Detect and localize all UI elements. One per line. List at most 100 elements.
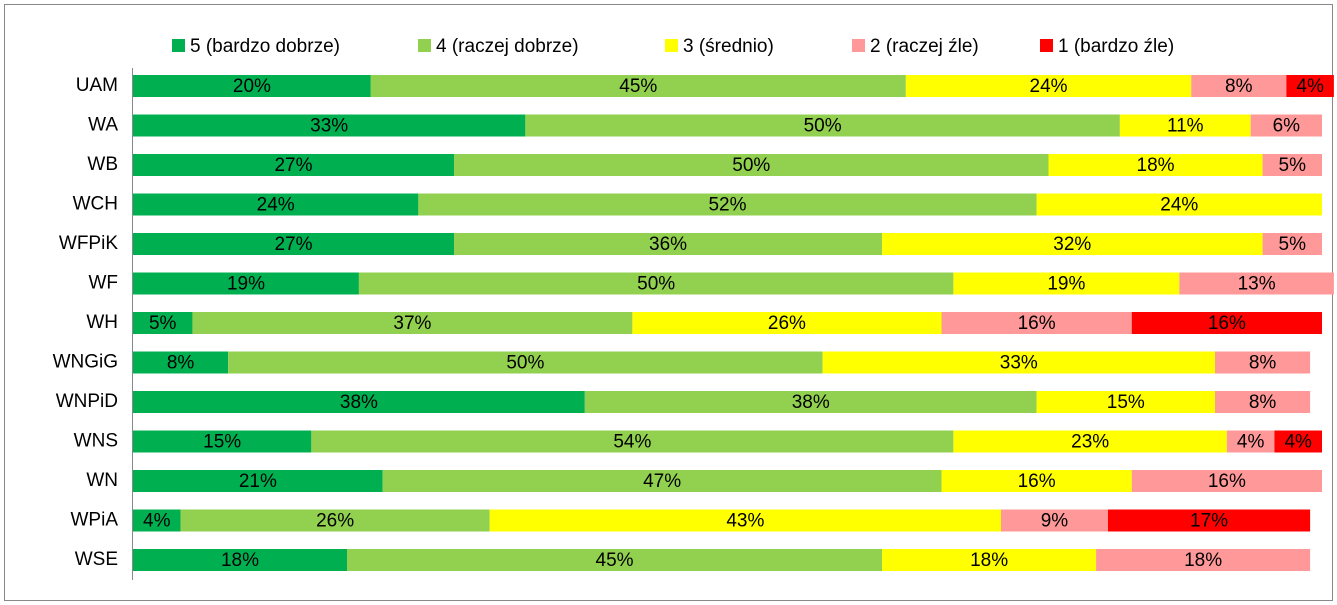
data-label: 11% bbox=[1167, 116, 1204, 137]
data-label: 38% bbox=[340, 392, 378, 413]
data-label: 27% bbox=[274, 234, 312, 255]
data-label: 32% bbox=[1053, 234, 1091, 255]
bar-segment bbox=[358, 272, 954, 295]
data-label: 16% bbox=[1208, 471, 1246, 492]
data-label: 23% bbox=[1071, 432, 1109, 453]
data-label: 26% bbox=[768, 313, 806, 334]
bar-segment bbox=[1262, 233, 1322, 255]
data-label: 8% bbox=[1225, 76, 1253, 97]
bar-segment bbox=[311, 430, 954, 453]
legend-label: 3 (średnio) bbox=[683, 36, 774, 57]
data-label: 5% bbox=[1279, 155, 1307, 176]
bar-segment bbox=[133, 509, 181, 532]
bar-segment bbox=[418, 193, 1037, 216]
bar-segment bbox=[133, 75, 371, 97]
bar-segment bbox=[382, 470, 942, 492]
bar-segment bbox=[1214, 391, 1311, 413]
bar-segment bbox=[133, 154, 455, 176]
y-tick-label: WA bbox=[88, 115, 118, 136]
data-label: 18% bbox=[1137, 155, 1175, 176]
legend-label: 1 (bardzo źle) bbox=[1058, 36, 1174, 57]
data-label: 24% bbox=[1030, 76, 1068, 97]
y-tick-label: WCH bbox=[73, 194, 118, 215]
legend-swatch bbox=[852, 39, 865, 52]
data-label: 8% bbox=[1249, 353, 1277, 374]
bar-segment bbox=[454, 233, 883, 255]
data-label: 4% bbox=[143, 511, 171, 532]
legend-swatch bbox=[665, 39, 678, 52]
bar-segment bbox=[882, 233, 1263, 255]
y-tick-label: WFPiK bbox=[59, 233, 118, 254]
data-label: 47% bbox=[643, 471, 681, 492]
data-label: 5% bbox=[149, 313, 177, 334]
y-tick-label: WNGiG bbox=[53, 352, 118, 373]
bar-segment bbox=[1262, 154, 1322, 176]
bar-segment bbox=[1000, 509, 1108, 532]
bar-segment bbox=[1131, 312, 1322, 334]
data-label: 38% bbox=[792, 392, 830, 413]
bar-segment bbox=[882, 549, 1097, 571]
y-tick-label: WSE bbox=[75, 549, 118, 570]
bar-segment bbox=[1119, 114, 1251, 137]
y-tick-label: UAM bbox=[76, 75, 118, 96]
bar-segment bbox=[1226, 430, 1275, 453]
data-label: 18% bbox=[1184, 550, 1222, 571]
data-label: 18% bbox=[221, 550, 259, 571]
data-label: 16% bbox=[1208, 313, 1246, 334]
y-tick-label: WN bbox=[86, 470, 118, 491]
bar-segment bbox=[1131, 470, 1322, 492]
data-label: 45% bbox=[619, 76, 657, 97]
bar-segment bbox=[953, 272, 1180, 295]
y-tick-label: WF bbox=[88, 273, 118, 294]
legend-swatch bbox=[172, 39, 185, 52]
data-label: 33% bbox=[1000, 353, 1038, 374]
data-label: 33% bbox=[310, 116, 348, 137]
bar-segment bbox=[133, 193, 419, 216]
data-label: 4% bbox=[1284, 432, 1312, 453]
bar-segment bbox=[133, 470, 383, 492]
bar-segment bbox=[1107, 509, 1311, 532]
bar-segment bbox=[941, 470, 1132, 492]
data-label: 15% bbox=[203, 432, 241, 453]
data-label: 37% bbox=[393, 313, 431, 334]
bar-segment bbox=[489, 509, 1001, 532]
data-label: 13% bbox=[1238, 274, 1276, 295]
legend-swatch bbox=[418, 39, 431, 52]
bar-segment bbox=[1096, 549, 1311, 571]
bar-segment bbox=[1036, 193, 1322, 216]
chart-border bbox=[4, 4, 1333, 601]
bar-segment bbox=[1274, 430, 1322, 453]
bar-segment bbox=[953, 430, 1227, 453]
data-label: 15% bbox=[1107, 392, 1145, 413]
bar-segment bbox=[525, 114, 1120, 137]
data-label: 52% bbox=[708, 195, 746, 216]
bar-segment bbox=[133, 351, 229, 374]
data-label: 20% bbox=[233, 76, 271, 97]
bar-segment bbox=[133, 272, 359, 295]
bar-segment bbox=[228, 351, 823, 374]
bar-segment bbox=[454, 154, 1049, 176]
data-label: 50% bbox=[637, 274, 675, 295]
data-label: 50% bbox=[804, 116, 842, 137]
data-label: 8% bbox=[167, 353, 195, 374]
bar-segment bbox=[192, 312, 633, 334]
bar-segment bbox=[822, 351, 1215, 374]
data-label: 16% bbox=[1018, 313, 1056, 334]
bar-segment bbox=[347, 549, 883, 571]
data-label: 21% bbox=[239, 471, 277, 492]
bar-segment bbox=[1286, 75, 1334, 97]
data-label: 18% bbox=[970, 550, 1008, 571]
data-label: 9% bbox=[1041, 511, 1069, 532]
data-label: 4% bbox=[1237, 432, 1265, 453]
data-label: 36% bbox=[649, 234, 687, 255]
bar-segment bbox=[133, 391, 585, 413]
bar-segment bbox=[133, 430, 312, 453]
bar-segment bbox=[1048, 154, 1263, 176]
data-label: 6% bbox=[1273, 116, 1301, 137]
bar-segment bbox=[180, 509, 490, 532]
data-label: 26% bbox=[316, 511, 354, 532]
bar-segment bbox=[1191, 75, 1287, 97]
legend-label: 5 (bardzo dobrze) bbox=[190, 36, 340, 57]
bar-segment bbox=[941, 312, 1132, 334]
y-tick-label: WNS bbox=[74, 431, 118, 452]
